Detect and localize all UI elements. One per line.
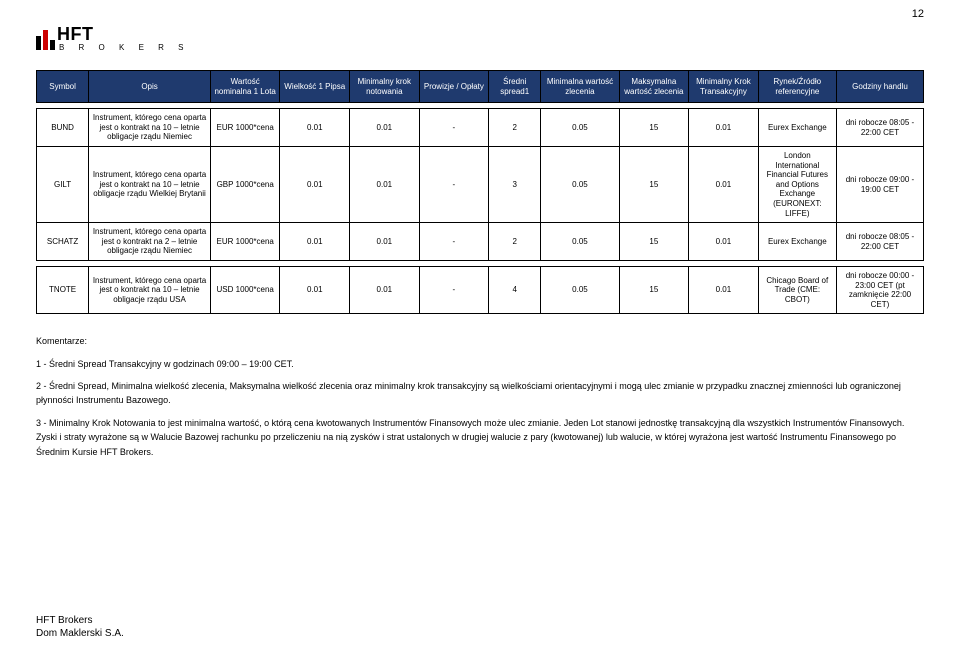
cell-tkrok: 0.01: [689, 109, 759, 147]
th-opis: Opis: [89, 71, 211, 103]
cell-pipsa: 0.01: [280, 109, 350, 147]
th-step: Minimalny krok notowania: [350, 71, 420, 103]
logo-bars-icon: [36, 26, 57, 50]
cell-step: 0.01: [350, 223, 420, 261]
cell-spread: 2: [489, 223, 541, 261]
cell-rynek: Eurex Exchange: [758, 223, 836, 261]
cell-rynek: Chicago Board of Trade (CME: CBOT): [758, 266, 836, 313]
cell-step: 0.01: [350, 266, 420, 313]
cell-fees: -: [419, 266, 489, 313]
cell-min: 0.05: [541, 223, 619, 261]
comments-section: Komentarze: 1 - Średni Spread Transakcyj…: [36, 334, 924, 459]
cell-max: 15: [619, 266, 689, 313]
cell-spread: 3: [489, 146, 541, 222]
cell-opis: Instrument, którego cena oparta jest o k…: [89, 146, 211, 222]
cell-fees: -: [419, 223, 489, 261]
footer-line2: Dom Maklerski S.A.: [36, 627, 124, 640]
cell-min: 0.05: [541, 109, 619, 147]
th-rynek: Rynek/Źródło referencyjne: [758, 71, 836, 103]
th-godz: Godziny handlu: [836, 71, 923, 103]
comment-1: 1 - Średni Spread Transakcyjny w godzina…: [36, 357, 924, 371]
table-row: TNOTE Instrument, którego cena oparta je…: [37, 266, 924, 313]
cell-step: 0.01: [350, 146, 420, 222]
cell-nominal: EUR 1000*cena: [210, 109, 280, 147]
cell-fees: -: [419, 109, 489, 147]
th-nominal: Wartość nominalna 1 Lota: [210, 71, 280, 103]
th-pipsa: Wielkość 1 Pipsa: [280, 71, 350, 103]
instruments-table: Symbol Opis Wartość nominalna 1 Lota Wie…: [36, 70, 924, 314]
cell-nominal: EUR 1000*cena: [210, 223, 280, 261]
cell-godz: dni robocze 08:05 - 22:00 CET: [836, 109, 923, 147]
cell-nominal: USD 1000*cena: [210, 266, 280, 313]
cell-opis: Instrument, którego cena oparta jest o k…: [89, 266, 211, 313]
cell-opis: Instrument, którego cena oparta jest o k…: [89, 109, 211, 147]
table-row: SCHATZ Instrument, którego cena oparta j…: [37, 223, 924, 261]
cell-tkrok: 0.01: [689, 266, 759, 313]
page-number: 12: [912, 8, 924, 20]
logo: HFT B R O K E R S: [36, 24, 924, 52]
cell-step: 0.01: [350, 109, 420, 147]
cell-max: 15: [619, 109, 689, 147]
th-min: Minimalna wartość zlecenia: [541, 71, 619, 103]
comment-3: 3 - Minimalny Krok Notowania to jest min…: [36, 416, 924, 459]
cell-rynek: Eurex Exchange: [758, 109, 836, 147]
cell-opis: Instrument, którego cena oparta jest o k…: [89, 223, 211, 261]
cell-spread: 2: [489, 109, 541, 147]
table-row: BUND Instrument, którego cena oparta jes…: [37, 109, 924, 147]
cell-pipsa: 0.01: [280, 146, 350, 222]
cell-min: 0.05: [541, 266, 619, 313]
th-spread: Średni spread1: [489, 71, 541, 103]
cell-max: 15: [619, 146, 689, 222]
cell-rynek: London International Financial Futures a…: [758, 146, 836, 222]
table-row: GILT Instrument, którego cena oparta jes…: [37, 146, 924, 222]
cell-symbol: BUND: [37, 109, 89, 147]
footer-line1: HFT Brokers: [36, 614, 124, 627]
cell-nominal: GBP 1000*cena: [210, 146, 280, 222]
cell-pipsa: 0.01: [280, 266, 350, 313]
cell-symbol: TNOTE: [37, 266, 89, 313]
cell-godz: dni robocze 08:05 - 22:00 CET: [836, 223, 923, 261]
cell-fees: -: [419, 146, 489, 222]
cell-pipsa: 0.01: [280, 223, 350, 261]
th-tkrok: Minimalny Krok Transakcyjny: [689, 71, 759, 103]
footer: HFT Brokers Dom Maklerski S.A.: [36, 614, 124, 640]
cell-godz: dni robocze 09:00 - 19:00 CET: [836, 146, 923, 222]
th-max: Maksymalna wartość zlecenia: [619, 71, 689, 103]
cell-spread: 4: [489, 266, 541, 313]
cell-tkrok: 0.01: [689, 223, 759, 261]
comments-heading: Komentarze:: [36, 334, 924, 348]
cell-symbol: GILT: [37, 146, 89, 222]
table-header-row: Symbol Opis Wartość nominalna 1 Lota Wie…: [37, 71, 924, 103]
cell-min: 0.05: [541, 146, 619, 222]
cell-godz: dni robocze 00:00 - 23:00 CET (pt zamkni…: [836, 266, 923, 313]
logo-text: HFT: [57, 24, 189, 45]
cell-tkrok: 0.01: [689, 146, 759, 222]
th-fees: Prowizje / Opłaty: [419, 71, 489, 103]
logo-subtext: B R O K E R S: [59, 43, 189, 52]
cell-symbol: SCHATZ: [37, 223, 89, 261]
cell-max: 15: [619, 223, 689, 261]
comment-2: 2 - Średni Spread, Minimalna wielkość zl…: [36, 379, 924, 408]
th-symbol: Symbol: [37, 71, 89, 103]
